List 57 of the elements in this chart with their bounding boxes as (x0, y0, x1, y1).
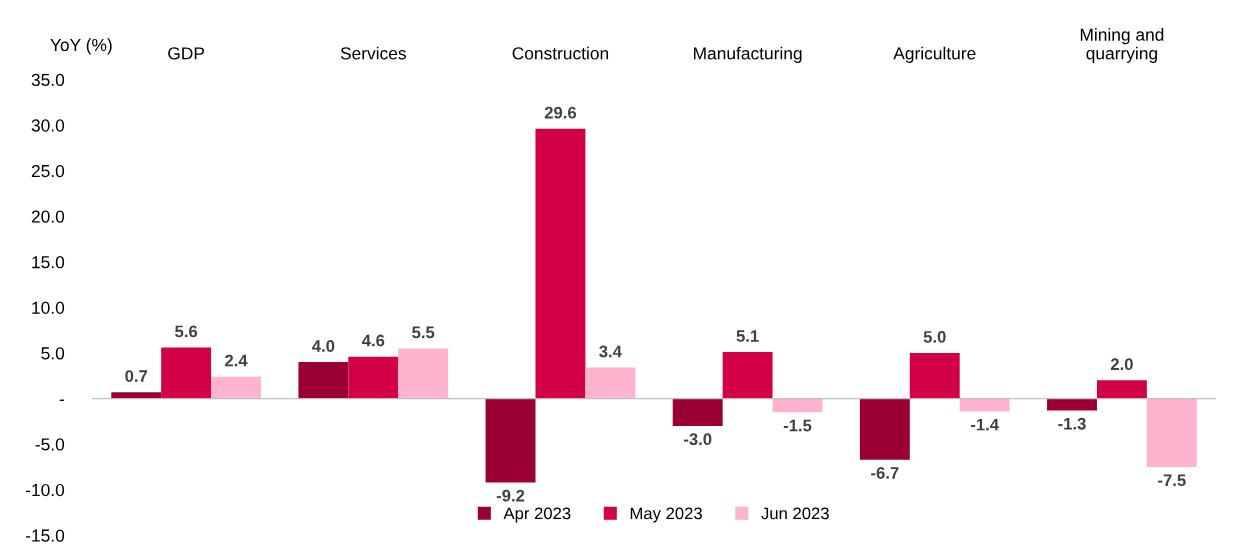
bar (211, 376, 261, 399)
x-tick-label: Construction (512, 46, 609, 60)
data-label: -3.0 (683, 433, 712, 446)
bar (1096, 380, 1147, 399)
y-tick-label: 10.0 (32, 301, 65, 314)
data-label: -9.2 (496, 489, 525, 502)
y-tick-label: 15.0 (32, 256, 65, 269)
x-tick-label: Agriculture (893, 46, 976, 63)
bar (398, 348, 449, 399)
legend-label: Jun 2023 (761, 507, 829, 520)
bar (909, 353, 960, 399)
bar (1047, 398, 1097, 411)
data-label: -1.3 (1058, 417, 1086, 430)
data-label: 5.0 (923, 330, 946, 343)
legend-label: Apr 2023 (503, 507, 571, 523)
data-label: -7.5 (1158, 474, 1186, 487)
y-tick-label: 35.0 (31, 73, 65, 87)
x-tick-label: GDP (168, 47, 205, 60)
bar (161, 347, 212, 399)
data-label: 2.4 (225, 354, 248, 367)
y-tick-label: 30.0 (31, 119, 65, 132)
bar (485, 398, 536, 483)
bar (772, 398, 823, 413)
bar (959, 398, 1010, 412)
bar (298, 362, 349, 399)
x-tick-label: Mining and quarrying (1080, 28, 1164, 63)
y-tick-label: -15.0 (25, 529, 65, 542)
data-label: -1.5 (783, 419, 812, 432)
bar (859, 398, 910, 460)
y-axis-title: YoY (%) (50, 38, 112, 55)
data-label: 4.0 (312, 340, 335, 352)
bar (585, 367, 636, 399)
bar (672, 398, 723, 426)
y-tick-label: - (59, 399, 64, 401)
data-label: 2.0 (1110, 358, 1133, 371)
data-label: 4.6 (361, 334, 385, 347)
data-label: 29.6 (544, 106, 577, 119)
y-tick-label: -5.0 (35, 438, 65, 451)
bar (111, 392, 162, 399)
data-label: -1.4 (970, 418, 999, 431)
y-tick-label: 5.0 (41, 347, 65, 360)
data-label: -6.7 (871, 467, 899, 479)
data-label: 5.1 (736, 330, 759, 342)
bar (348, 356, 399, 399)
x-tick-label: Manufacturing (694, 46, 802, 63)
y-tick-label: 25.0 (31, 164, 65, 178)
y-tick-label: 20.0 (31, 210, 65, 223)
data-label: 3.4 (599, 345, 622, 358)
data-label: 5.5 (412, 326, 435, 339)
bar (1146, 398, 1197, 467)
bar (535, 128, 586, 399)
x-tick-label: Services (340, 46, 406, 60)
bar (722, 352, 773, 399)
y-tick-label: -10.0 (25, 483, 65, 497)
legend-label: May 2023 (630, 507, 702, 523)
data-label: 5.6 (175, 325, 198, 338)
data-label: 0.7 (125, 370, 148, 382)
